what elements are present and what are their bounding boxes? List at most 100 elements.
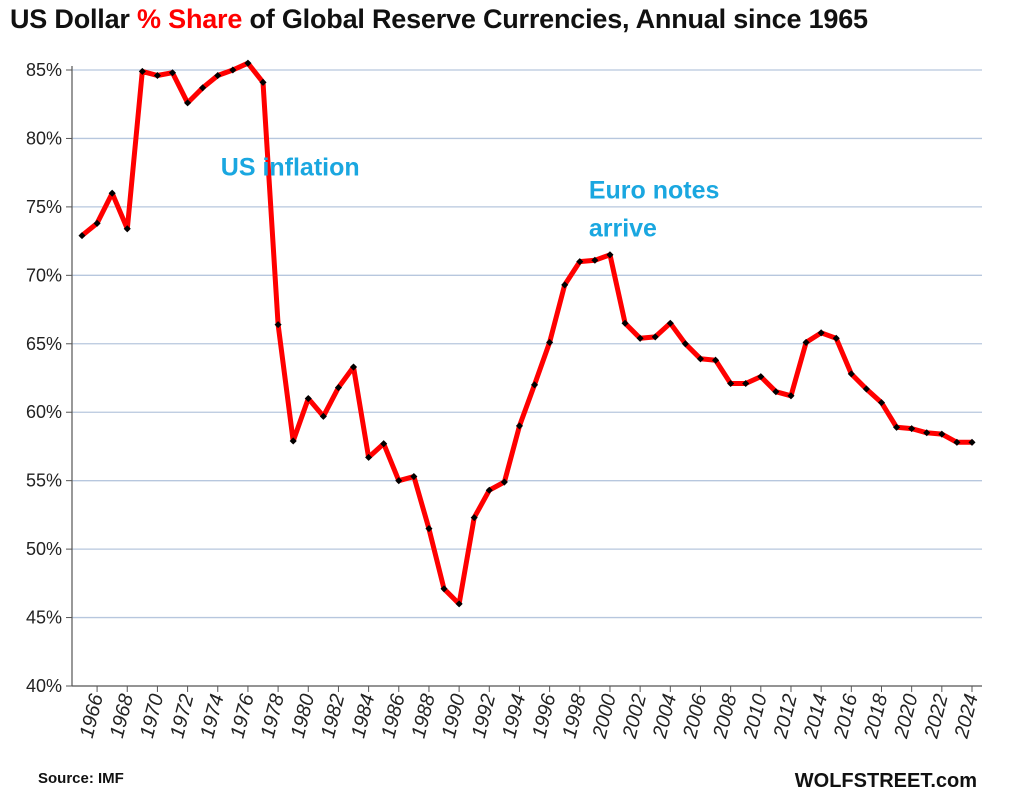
x-tick-label: 1988 (408, 692, 440, 741)
series-line-group (79, 60, 975, 607)
x-tick-label: 1986 (378, 691, 410, 740)
y-tick-label: 75% (26, 197, 62, 217)
y-tick-label: 70% (26, 265, 62, 285)
data-point (832, 334, 840, 342)
data-point (847, 370, 855, 378)
y-tick-labels: 40% 45% 50% 55% 60% 65% 70% 75% 80% 85% (26, 60, 62, 696)
data-point (470, 514, 478, 522)
x-tick-label: 2014 (800, 692, 832, 741)
gridlines (72, 69, 982, 619)
data-point (168, 69, 177, 77)
data-point (425, 525, 433, 533)
x-tick-label: 1982 (317, 692, 349, 741)
x-tick-labels: 1966196819701972197419761978198019821984… (76, 691, 983, 741)
data-point (259, 78, 267, 86)
data-point (304, 394, 312, 403)
data-point (108, 189, 116, 197)
x-tick-label: 1998 (559, 692, 591, 741)
data-point (138, 67, 146, 75)
x-tick-label: 2018 (860, 692, 892, 741)
data-point (908, 425, 916, 433)
series-line (79, 60, 975, 607)
data-point (561, 281, 569, 289)
data-point (289, 437, 297, 445)
data-point (787, 392, 795, 400)
data-point (410, 473, 418, 481)
data-point (214, 71, 222, 80)
x-tick-label: 1984 (347, 692, 379, 741)
x-tick-label: 1970 (136, 692, 168, 741)
x-tick-label: 1968 (106, 692, 138, 741)
data-point (515, 422, 523, 430)
data-point (893, 423, 901, 431)
y-tick-label: 45% (26, 608, 62, 628)
x-tick-label: 2012 (769, 692, 801, 741)
x-tick-label: 1972 (166, 692, 198, 741)
annotation-text: arrive (589, 215, 657, 243)
data-point (485, 486, 493, 494)
data-point (229, 66, 237, 74)
data-point (576, 258, 584, 266)
y-tick-label: 85% (26, 60, 62, 80)
x-tick-label: 1978 (257, 692, 289, 741)
y-tick-label: 50% (26, 539, 62, 559)
data-point (696, 355, 705, 363)
data-point (666, 319, 674, 327)
axes (66, 66, 982, 692)
x-tick-label: 1980 (287, 692, 319, 741)
x-tick-label: 1992 (468, 692, 500, 741)
x-tick-label: 2006 (679, 691, 712, 741)
data-point (968, 438, 976, 446)
y-tick-label: 55% (26, 471, 62, 491)
data-point (395, 477, 403, 485)
data-point (802, 338, 810, 346)
x-tick-label: 2002 (619, 692, 651, 741)
data-point (862, 385, 870, 393)
data-point (153, 71, 161, 80)
data-point (681, 340, 689, 348)
data-point (531, 381, 539, 389)
x-tick-label: 2016 (830, 691, 863, 741)
data-point (440, 585, 448, 593)
x-tick-label: 2008 (709, 692, 741, 741)
annotation-text: US inflation (221, 153, 360, 181)
x-tick-label: 2020 (890, 692, 922, 741)
data-point (923, 429, 931, 437)
y-tick-label: 60% (26, 402, 62, 422)
data-point (591, 256, 599, 264)
data-point (365, 453, 373, 461)
x-tick-label: 1976 (227, 691, 259, 740)
data-point (500, 478, 508, 486)
data-point (953, 438, 961, 446)
data-point (184, 99, 192, 107)
data-point (651, 333, 659, 341)
brand-label: WOLFSTREET.com (794, 770, 977, 792)
annotation-text: Euro notes (589, 177, 720, 205)
data-point (757, 373, 765, 381)
data-point (78, 232, 86, 240)
data-point (199, 84, 207, 92)
data-point (817, 329, 825, 337)
data-markers (78, 59, 976, 608)
data-point (772, 388, 780, 396)
data-point (93, 219, 101, 227)
data-point (636, 334, 644, 342)
x-tick-label: 1996 (528, 691, 560, 740)
data-point (123, 225, 131, 233)
data-point (334, 384, 342, 392)
y-tick-label: 40% (26, 676, 62, 696)
data-point (546, 338, 554, 346)
x-tick-label: 2022 (920, 692, 952, 741)
x-tick-label: 2004 (649, 692, 681, 741)
data-point (621, 319, 629, 327)
x-tick-label: 2024 (950, 692, 982, 741)
x-tick-label: 1974 (197, 692, 229, 741)
data-point (274, 321, 282, 329)
data-point (742, 379, 750, 388)
data-point (349, 363, 358, 371)
y-tick-label: 65% (26, 334, 62, 354)
x-tick-label: 1990 (438, 692, 470, 741)
data-point (244, 59, 252, 67)
data-point (455, 600, 463, 608)
